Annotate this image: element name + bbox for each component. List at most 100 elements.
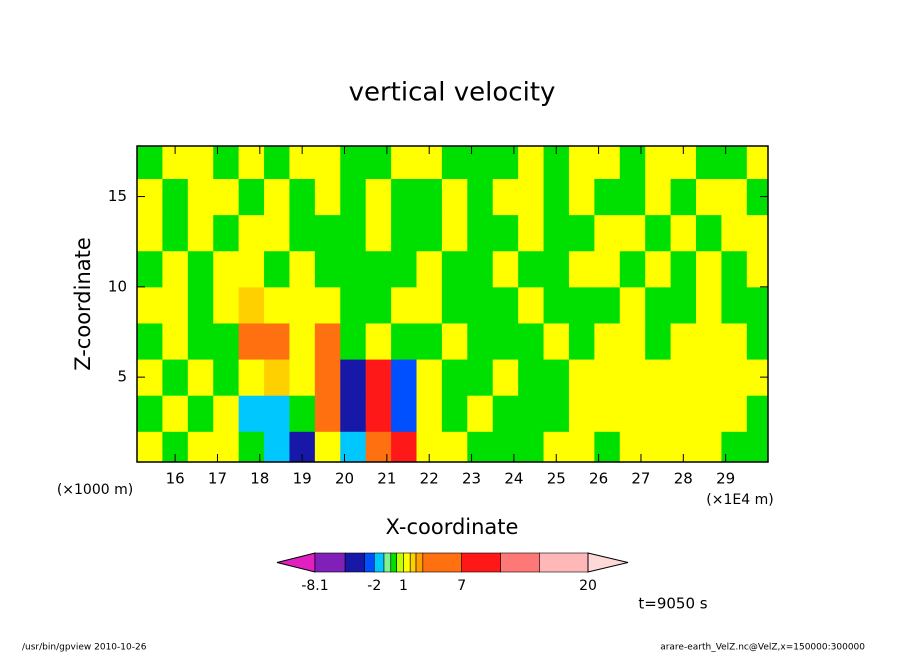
time-label: t=9050 s <box>638 595 707 613</box>
contour-cell <box>289 322 316 360</box>
contour-cell <box>696 431 722 463</box>
contour-cell <box>187 431 214 463</box>
contour-cell <box>416 359 443 396</box>
contour-cell <box>365 178 392 216</box>
contour-cell <box>187 146 214 180</box>
x-tick-label: 29 <box>716 470 735 488</box>
contour-cell <box>645 395 672 432</box>
x-tick-label: 27 <box>631 470 650 488</box>
contour-cell <box>696 146 722 180</box>
contour-cell <box>518 431 545 463</box>
x-tick-label: 25 <box>547 470 566 488</box>
contour-cell <box>137 322 163 360</box>
contour-cell <box>314 395 341 432</box>
contour-cell <box>365 214 392 252</box>
contour-cell <box>213 395 240 432</box>
contour-cell <box>645 359 672 396</box>
contour-cell <box>594 359 621 396</box>
contour-cell <box>162 359 189 396</box>
contour-cell <box>594 395 621 432</box>
contour-cell <box>467 286 494 324</box>
contour-cell <box>441 359 468 396</box>
contour-cell <box>314 431 341 463</box>
contour-cell <box>568 178 595 216</box>
contour-cell <box>696 178 722 216</box>
colorbar-box <box>422 552 463 573</box>
contour-cell <box>391 395 418 432</box>
contour-cell <box>238 395 265 432</box>
contour-cell <box>594 286 621 324</box>
contour-cell <box>518 286 545 324</box>
contour-cell <box>467 395 494 432</box>
contour-cell <box>696 214 722 252</box>
colorbar-tick-label: 7 <box>457 578 466 594</box>
contour-cell <box>670 178 697 216</box>
contour-cell <box>619 359 646 396</box>
contour-cell <box>492 250 519 288</box>
contour-cell <box>137 395 163 432</box>
contour-cell <box>289 359 316 396</box>
contour-cell <box>645 250 672 288</box>
contour-cell <box>619 286 646 324</box>
contour-cell <box>391 286 418 324</box>
contour-cell <box>340 286 367 324</box>
contour-cell <box>238 322 265 360</box>
contour-cell <box>568 214 595 252</box>
x-unit: (×1E4 m) <box>706 492 773 508</box>
contour-cell <box>441 178 468 216</box>
contour-cell <box>365 395 392 432</box>
contour-cell <box>391 146 418 180</box>
contour-cell <box>314 359 341 396</box>
contour-cell <box>721 395 748 432</box>
contour-cell <box>645 286 672 324</box>
contour-cell <box>543 178 570 216</box>
contour-cell <box>340 359 367 396</box>
contour-cell <box>391 178 418 216</box>
contour-cell <box>568 359 595 396</box>
contour-cell <box>746 214 769 252</box>
contour-cell <box>619 322 646 360</box>
contour-cell <box>721 359 748 396</box>
contour-cell <box>289 214 316 252</box>
contour-cell <box>746 322 769 360</box>
contour-cell <box>264 214 290 252</box>
contour-cell <box>238 286 265 324</box>
contour-cell <box>518 214 545 252</box>
x-tick-label: 22 <box>420 470 439 488</box>
y-axis-label: Z-coordinate <box>71 237 95 371</box>
contour-cell <box>670 286 697 324</box>
contour-cell <box>137 431 163 463</box>
contour-cell <box>441 395 468 432</box>
contour-cell <box>645 322 672 360</box>
contour-cell <box>162 178 189 216</box>
contour-cell <box>721 250 748 288</box>
contour-cell <box>314 322 341 360</box>
y-tick-label: 10 <box>108 277 127 295</box>
contour-cell <box>492 178 519 216</box>
contour-cell <box>187 286 214 324</box>
contour-cell <box>696 250 722 288</box>
contour-cell <box>187 214 214 252</box>
colorbar-box <box>415 552 424 573</box>
contour-cell <box>543 359 570 396</box>
contour-cell <box>696 359 722 396</box>
contour-cell <box>391 250 418 288</box>
contour-cell <box>137 214 163 252</box>
contour-cell <box>441 250 468 288</box>
colorbar-tick-label: -8.1 <box>301 578 328 594</box>
contour-cell <box>238 250 265 288</box>
contour-cell <box>518 359 545 396</box>
colorbar-box <box>461 552 501 573</box>
colorbar-tick-label: -2 <box>367 578 381 594</box>
contour-cell <box>238 178 265 216</box>
contour-cell <box>746 431 769 463</box>
contour-cell <box>441 214 468 252</box>
contour-cell <box>696 322 722 360</box>
y-unit: (×1000 m) <box>57 482 133 498</box>
contour-cell <box>365 286 392 324</box>
contour-cell <box>696 395 722 432</box>
contour-cell <box>467 250 494 288</box>
contour-cell <box>187 395 214 432</box>
contour-cell <box>670 359 697 396</box>
contour-cell <box>187 178 214 216</box>
